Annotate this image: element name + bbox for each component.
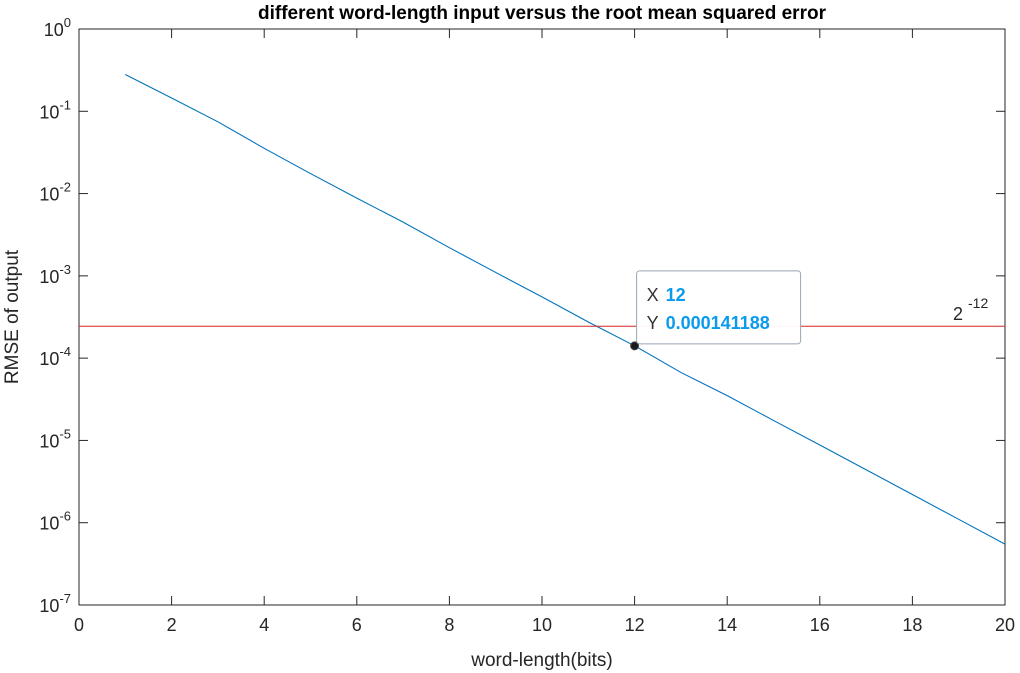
y-tick-label-exponent: -6 bbox=[59, 509, 71, 524]
datatip-x-value: 12 bbox=[666, 285, 686, 305]
y-tick-label-base: 10 bbox=[44, 20, 64, 40]
series-layer bbox=[125, 73, 1006, 545]
y-tick-label-base: 10 bbox=[39, 514, 59, 534]
y-axis-label: RMSE of output bbox=[2, 249, 23, 384]
x-tick-label: 4 bbox=[259, 615, 269, 635]
y-tick-label: 10-5 bbox=[39, 426, 71, 451]
datatip-box bbox=[636, 270, 802, 345]
y-tick-label: 100 bbox=[44, 15, 71, 40]
datatip-x-key: X bbox=[647, 285, 659, 305]
x-axis-label: word-length(bits) bbox=[470, 650, 613, 671]
y-tick-label-base: 10 bbox=[39, 102, 59, 122]
series-line bbox=[125, 73, 1006, 545]
datatip-y-key: Y bbox=[647, 313, 659, 333]
y-tick-label-exponent: -7 bbox=[59, 591, 71, 606]
y-tick-label-base: 10 bbox=[39, 431, 59, 451]
y-tick-label: 10-2 bbox=[39, 180, 71, 205]
y-tick-label-exponent: -4 bbox=[59, 344, 71, 359]
datatip-y-value: 0.000141188 bbox=[666, 313, 770, 333]
datatip-x-row: X 12 bbox=[647, 285, 686, 305]
reference-label-base: 2 bbox=[953, 304, 963, 324]
y-tick-label-exponent: -1 bbox=[59, 97, 71, 112]
y-tick-label-exponent: -3 bbox=[59, 262, 71, 277]
y-tick-label: 10-1 bbox=[39, 97, 71, 122]
reference-line-label: 2 -12 bbox=[953, 295, 988, 324]
y-tick-label-exponent: -2 bbox=[59, 180, 71, 195]
datatip-y-row: Y 0.000141188 bbox=[647, 313, 770, 333]
y-tick-label-base: 10 bbox=[39, 349, 59, 369]
x-tick-label: 12 bbox=[625, 615, 645, 635]
y-tick-label: 10-3 bbox=[39, 262, 71, 287]
x-tick-label: 8 bbox=[444, 615, 454, 635]
x-tick-label: 20 bbox=[995, 615, 1015, 635]
datatip-marker[interactable] bbox=[630, 341, 640, 351]
y-tick-label: 10-7 bbox=[39, 591, 71, 616]
x-tick-label: 16 bbox=[810, 615, 830, 635]
chart-title: different word-length input versus the r… bbox=[258, 3, 827, 24]
y-tick-label-base: 10 bbox=[39, 596, 59, 616]
reference-label-exponent: -12 bbox=[968, 295, 988, 311]
datatip[interactable]: X 12 Y 0.000141188 bbox=[630, 270, 802, 351]
plot-area bbox=[78, 28, 1006, 606]
y-tick-label-base: 10 bbox=[39, 267, 59, 287]
x-tick-label: 6 bbox=[352, 615, 362, 635]
y-tick-label: 10-4 bbox=[39, 344, 71, 369]
x-tick-label: 18 bbox=[902, 615, 922, 635]
y-tick-label: 10-6 bbox=[39, 509, 71, 534]
x-tick-label: 14 bbox=[717, 615, 737, 635]
x-tick-label: 2 bbox=[167, 615, 177, 635]
y-tick-label-exponent: -5 bbox=[59, 426, 71, 441]
x-tick-label: 10 bbox=[532, 615, 552, 635]
y-tick-label-exponent: 0 bbox=[64, 15, 71, 30]
axis-ticks: 0 2 4 6 8 10 12 14 16 18 2010010-110-210-310-410-5… bbox=[39, 15, 1015, 635]
x-tick-label: 0 bbox=[74, 615, 84, 635]
y-tick-label-base: 10 bbox=[39, 185, 59, 205]
